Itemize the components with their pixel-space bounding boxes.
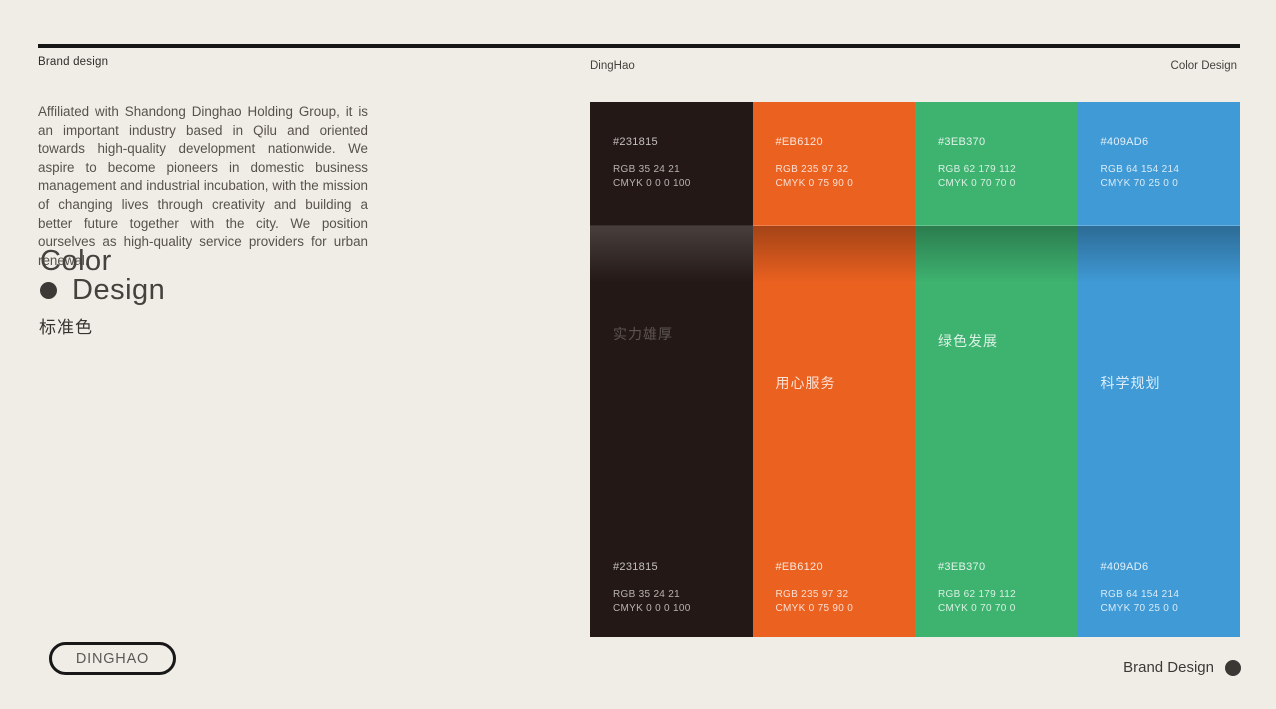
swatch-1-main-block: 实力雄厚 #231815 RGB 35 24 21 CMYK 0 0 0 100 [590, 225, 753, 637]
swatch-1-top-block: #231815 RGB 35 24 21 CMYK 0 0 0 100 [590, 102, 753, 225]
swatch-1-hex-bottom: #231815 [613, 561, 658, 573]
swatch-column-1: #231815 RGB 35 24 21 CMYK 0 0 0 100 实力雄厚… [590, 102, 753, 637]
swatch-2-hex-bottom: #EB6120 [775, 561, 823, 573]
swatch-4-cmyk: CMYK 70 25 0 0 [1100, 177, 1179, 189]
swatch-1-hex: #231815 [613, 136, 658, 148]
swatch-2-cmyk-bottom: CMYK 0 75 90 0 [775, 602, 854, 614]
swatch-3-hex-bottom: #3EB370 [938, 561, 986, 573]
swatch-2-rgb-bottom: RGB 235 97 32 [775, 589, 849, 600]
footer-right-label: Brand Design [1123, 659, 1214, 676]
swatch-column-4: #409AD6 RGB 64 154 214 CMYK 70 25 0 0 科学… [1077, 102, 1240, 637]
swatch-3-cn-label: 绿色发展 [938, 333, 998, 349]
swatch-1-rgb: RGB 35 24 21 [613, 164, 680, 175]
swatch-4-top-block: #409AD6 RGB 64 154 214 CMYK 70 25 0 0 [1077, 102, 1240, 225]
fold-shade [1077, 225, 1240, 283]
swatch-4-rgb-bottom: RGB 64 154 214 [1100, 589, 1180, 600]
header-right-label: Color Design [1170, 60, 1237, 72]
bullet-dot-icon [40, 282, 57, 299]
intro-paragraph: Affiliated with Shandong Dinghao Holding… [38, 104, 368, 268]
color-swatch-grid: #231815 RGB 35 24 21 CMYK 0 0 0 100 实力雄厚… [590, 102, 1240, 637]
section-subtitle: 标准色 [39, 318, 93, 337]
swatch-4-main-block: 科学规划 #409AD6 RGB 64 154 214 CMYK 70 25 0… [1077, 225, 1240, 637]
header-center-label: DingHao [590, 60, 635, 72]
swatch-3-cmyk-bottom: CMYK 0 70 70 0 [938, 602, 1016, 614]
swatch-4-rgb: RGB 64 154 214 [1100, 164, 1180, 175]
swatch-3-cmyk: CMYK 0 70 70 0 [938, 177, 1016, 189]
swatch-4-cn-label: 科学规划 [1100, 375, 1161, 391]
footer-dot-icon [1225, 659, 1241, 676]
swatch-3-top-block: #3EB370 RGB 62 179 112 CMYK 0 70 70 0 [915, 102, 1078, 225]
swatch-column-2: #EB6120 RGB 235 97 32 CMYK 0 75 90 0 用心服… [752, 102, 915, 637]
swatch-3-rgb: RGB 62 179 112 [938, 164, 1016, 175]
swatch-2-main-block: 用心服务 #EB6120 RGB 235 97 32 CMYK 0 75 90 … [752, 225, 915, 637]
swatch-2-top-block: #EB6120 RGB 235 97 32 CMYK 0 75 90 0 [752, 102, 915, 225]
swatch-2-cmyk: CMYK 0 75 90 0 [775, 177, 854, 189]
swatch-1-cmyk: CMYK 0 0 0 100 [613, 177, 691, 189]
swatch-4-cmyk-bottom: CMYK 70 25 0 0 [1100, 602, 1179, 614]
dinghao-logo: DINGHAO [49, 642, 176, 675]
footer-right: Brand Design [1123, 659, 1241, 676]
swatch-4-hex: #409AD6 [1100, 136, 1149, 148]
header-rule [38, 44, 1240, 48]
swatch-2-hex: #EB6120 [775, 136, 823, 148]
swatch-1-rgb-bottom: RGB 35 24 21 [613, 589, 680, 600]
fold-shade [590, 225, 753, 283]
swatch-3-rgb-bottom: RGB 62 179 112 [938, 589, 1016, 600]
swatch-3-hex: #3EB370 [938, 136, 986, 148]
section-title-line2: Design [72, 274, 166, 306]
dinghao-logo-text: DINGHAO [75, 650, 150, 667]
swatch-1-cn-label: 实力雄厚 [613, 326, 673, 342]
section-title-line2-row: Design [40, 274, 165, 307]
header-left-label: Brand design [38, 56, 109, 68]
section-title-line1: Color [40, 245, 112, 277]
swatch-3-main-block: 绿色发展 #3EB370 RGB 62 179 112 CMYK 0 70 70… [915, 225, 1078, 637]
fold-shade [752, 225, 915, 283]
swatch-2-rgb: RGB 235 97 32 [775, 164, 849, 175]
swatch-4-hex-bottom: #409AD6 [1100, 561, 1149, 573]
swatch-column-3: #3EB370 RGB 62 179 112 CMYK 0 70 70 0 绿色… [915, 102, 1078, 637]
fold-shade [915, 225, 1078, 283]
swatch-2-cn-label: 用心服务 [775, 375, 836, 391]
swatch-1-cmyk-bottom: CMYK 0 0 0 100 [613, 602, 691, 614]
